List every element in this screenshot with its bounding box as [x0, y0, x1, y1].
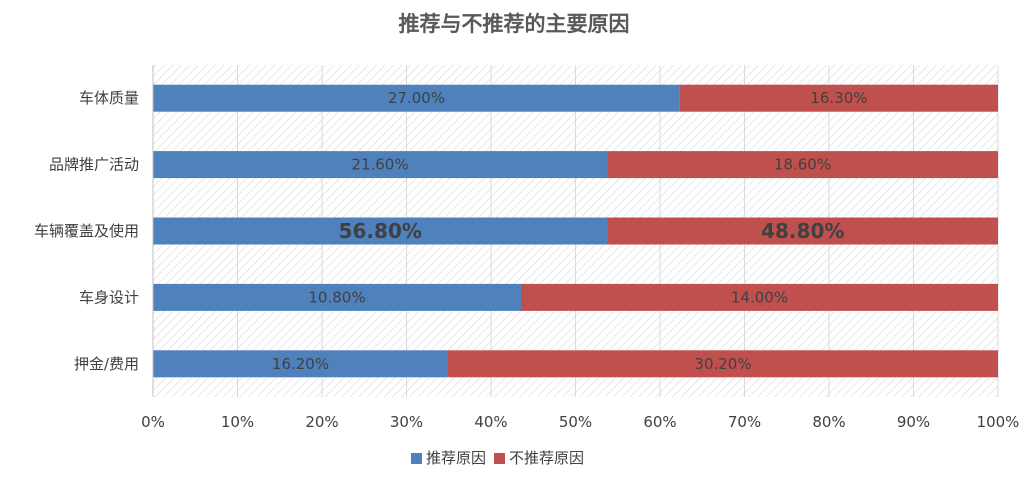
- bars-layer: [153, 84, 998, 378]
- category-label: 品牌推广活动: [49, 156, 139, 174]
- data-label: 16.20%: [272, 355, 329, 373]
- x-tick-label: 80%: [812, 413, 845, 431]
- x-tick-label: 30%: [390, 413, 423, 431]
- bar-segment: [679, 84, 998, 112]
- category-label: 车身设计: [79, 288, 139, 306]
- x-tick-label: 60%: [643, 413, 676, 431]
- data-label: 56.80%: [339, 219, 422, 243]
- data-label: 14.00%: [731, 288, 788, 306]
- x-tick-label: 100%: [977, 413, 1020, 431]
- x-tick-label: 0%: [141, 413, 165, 431]
- legend-label: 不推荐原因: [509, 449, 584, 467]
- x-tick-label: 40%: [474, 413, 507, 431]
- data-label: 10.80%: [308, 288, 365, 306]
- data-label: 30.20%: [694, 355, 751, 373]
- category-label: 押金/费用: [74, 355, 139, 373]
- legend-label: 推荐原因: [426, 449, 486, 467]
- x-tick-label: 90%: [897, 413, 930, 431]
- x-tick-label: 10%: [221, 413, 254, 431]
- bar-segment: [520, 283, 998, 311]
- legend-swatch: [411, 453, 422, 464]
- bar-segment: [153, 151, 608, 179]
- data-label: 48.80%: [761, 219, 844, 243]
- labels-layer: 27.00% 16.30% 21.60% 18.60% 56.80% 48.80% 10.8…: [272, 89, 868, 373]
- bar-segment: [607, 151, 998, 179]
- data-label: 21.60%: [351, 156, 408, 174]
- bar-segment: [153, 283, 521, 311]
- x-tick-label: 50%: [559, 413, 592, 431]
- category-label: 车辆覆盖及使用: [34, 222, 139, 240]
- data-label: 27.00%: [388, 89, 445, 107]
- bar-segment: [607, 217, 998, 245]
- bar-segment: [153, 350, 449, 378]
- chart-title: 推荐与不推荐的主要原因: [399, 11, 630, 36]
- legend-swatch: [494, 453, 505, 464]
- x-tick-label: 20%: [305, 413, 338, 431]
- bar-segment: [153, 217, 608, 245]
- x-tick-label: 70%: [728, 413, 761, 431]
- category-label: 车体质量: [79, 89, 139, 107]
- data-label: 18.60%: [774, 156, 831, 174]
- bar-segment: [153, 84, 680, 112]
- legend: 推荐原因 不推荐原因: [411, 449, 584, 467]
- data-label: 16.30%: [810, 89, 867, 107]
- bar-segment: [448, 350, 998, 378]
